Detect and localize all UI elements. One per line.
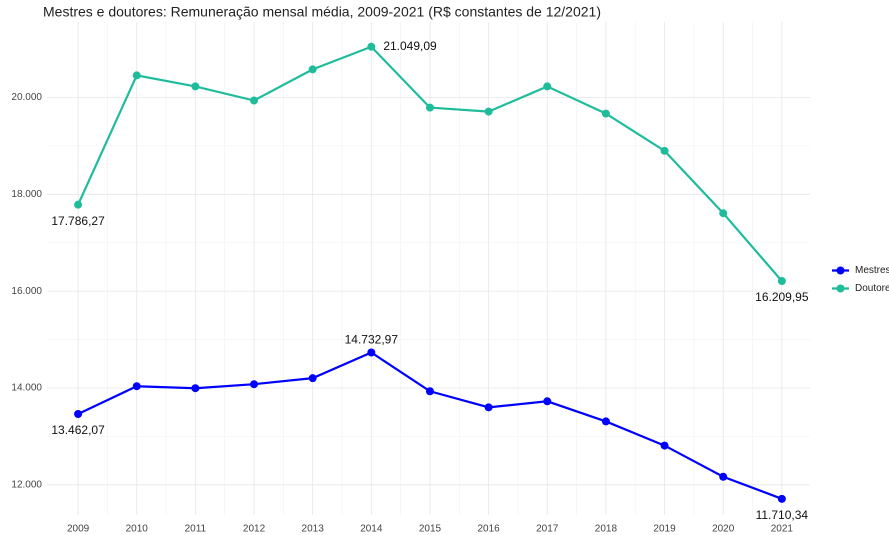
data-label: 17.786,27	[51, 214, 105, 228]
data-point	[543, 82, 552, 91]
x-tick-label: 2014	[360, 524, 383, 535]
legend-marker	[836, 284, 845, 293]
data-label: 14.732,97	[345, 333, 399, 347]
data-point	[132, 382, 141, 391]
x-tick-label: 2011	[185, 524, 207, 535]
data-point	[660, 146, 669, 155]
y-tick-label: 14.000	[11, 383, 42, 394]
x-tick-label: 2016	[477, 524, 500, 535]
data-point	[660, 441, 669, 450]
y-tick-label: 12.000	[11, 479, 42, 490]
data-point	[250, 96, 259, 105]
data-point	[484, 107, 493, 116]
data-label: 11.710,34	[756, 508, 809, 522]
data-point	[719, 472, 728, 481]
data-label: 16.209,95	[755, 290, 809, 304]
data-label: 21.049,09	[383, 39, 437, 53]
x-tick-label: 2010	[126, 524, 149, 535]
y-tick-label: 20.000	[11, 92, 42, 103]
data-point	[191, 384, 200, 393]
data-point	[601, 109, 610, 118]
data-point	[543, 397, 552, 406]
x-tick-label: 2017	[536, 524, 559, 535]
data-point	[250, 380, 259, 389]
x-tick-label: 2019	[653, 524, 676, 535]
legend-label: Mestres	[855, 265, 889, 276]
data-point	[777, 494, 786, 503]
data-label: 13.462,07	[51, 423, 105, 437]
chart-title: Mestres e doutores: Remuneração mensal m…	[43, 4, 601, 20]
data-point	[308, 374, 317, 383]
x-tick-label: 2021	[771, 524, 794, 535]
data-point	[777, 276, 786, 285]
y-tick-label: 16.000	[11, 286, 42, 297]
data-point	[425, 103, 434, 112]
x-tick-label: 2012	[243, 524, 266, 535]
data-point	[74, 200, 83, 209]
x-tick-label: 2018	[595, 524, 618, 535]
y-tick-label: 18.000	[11, 189, 42, 200]
data-point	[308, 65, 317, 74]
data-point	[74, 410, 83, 419]
data-point	[191, 82, 200, 91]
data-point	[367, 348, 376, 357]
legend-label: Doutores	[855, 283, 889, 294]
legend-marker	[836, 266, 845, 275]
data-point	[132, 71, 141, 80]
x-tick-label: 2020	[712, 524, 735, 535]
data-point	[425, 387, 434, 396]
data-point	[719, 209, 728, 218]
x-tick-label: 2009	[67, 524, 90, 535]
data-point	[484, 403, 493, 412]
data-point	[367, 42, 376, 51]
x-tick-label: 2015	[419, 524, 442, 535]
data-point	[601, 417, 610, 426]
x-tick-label: 2013	[302, 524, 325, 535]
